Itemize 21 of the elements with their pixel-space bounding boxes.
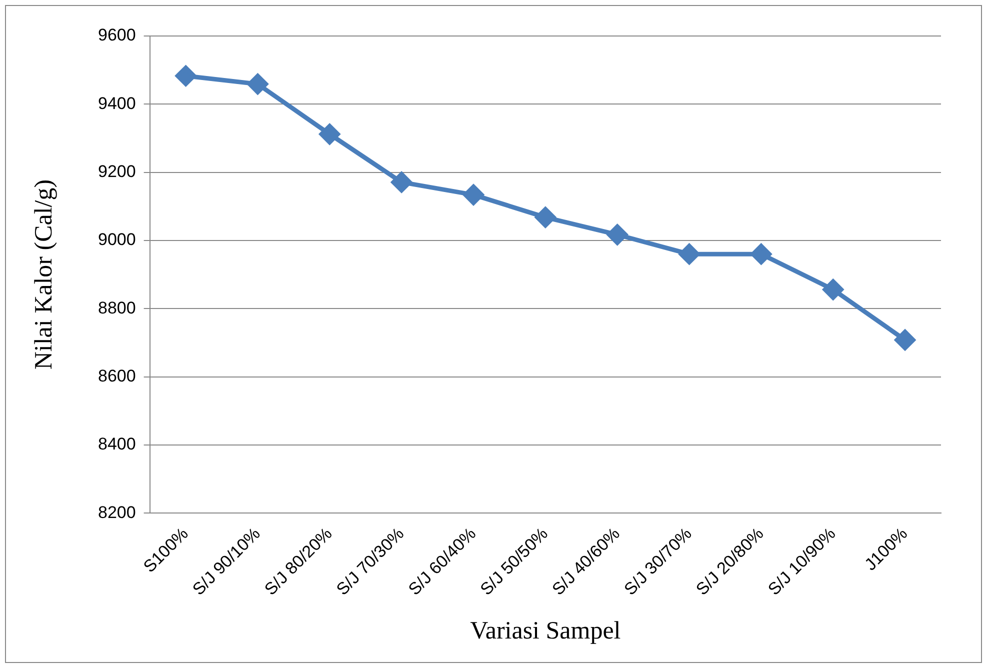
- point: [822, 279, 844, 300]
- y-axis-title: Nilai Kalor (Cal/g): [30, 179, 58, 370]
- y-tick-label: 8800: [98, 298, 136, 318]
- point: [894, 330, 916, 350]
- point: [176, 66, 196, 86]
- y-tick-label: 8600: [98, 366, 136, 386]
- point: [535, 207, 556, 228]
- y-tick-label: 9000: [98, 230, 136, 250]
- y-tick-label: 8200: [98, 502, 136, 522]
- y-tick-label: 9400: [98, 94, 136, 113]
- point: [391, 172, 412, 192]
- point: [319, 124, 340, 144]
- y-tick-label: 8400: [98, 434, 136, 454]
- y-tick-label: 9600: [98, 26, 136, 45]
- y-tick-label: 9200: [98, 162, 136, 181]
- point: [607, 224, 628, 245]
- point: [679, 244, 700, 264]
- x-axis-title: Variasi Sampel: [470, 618, 621, 645]
- point: [750, 244, 772, 264]
- point: [463, 184, 484, 206]
- point: [247, 74, 268, 94]
